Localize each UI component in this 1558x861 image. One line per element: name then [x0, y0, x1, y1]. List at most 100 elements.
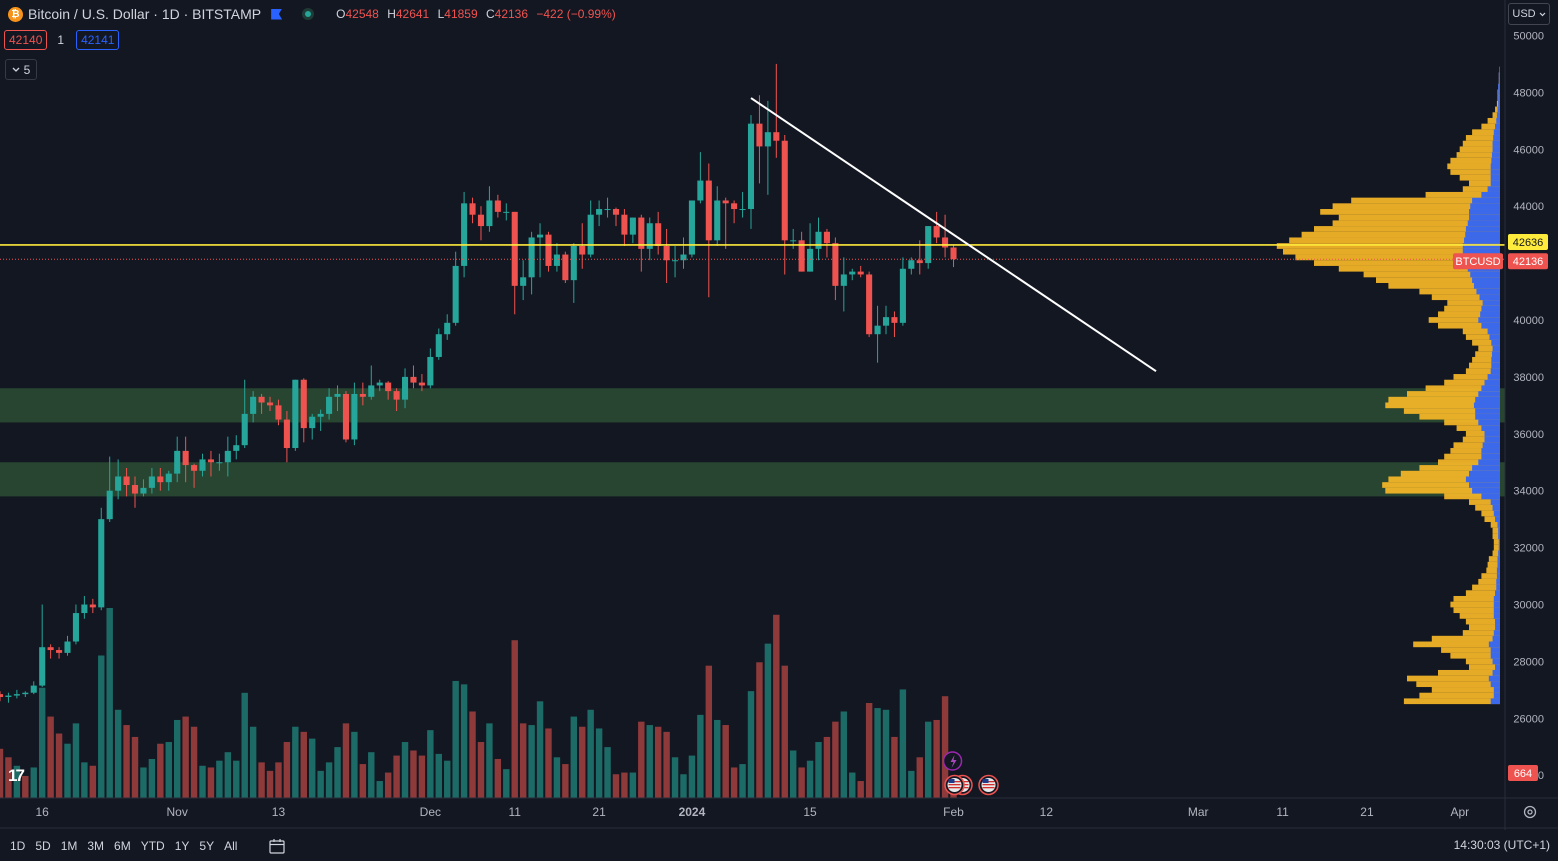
candle[interactable]: [807, 248, 814, 272]
candle[interactable]: [874, 325, 881, 335]
candle[interactable]: [503, 211, 510, 213]
candle[interactable]: [461, 203, 468, 266]
candle[interactable]: [72, 613, 79, 642]
event-lightning-icon[interactable]: [942, 751, 963, 771]
candle[interactable]: [950, 247, 957, 260]
range-ytd[interactable]: YTD: [140, 838, 165, 853]
candle[interactable]: [266, 402, 274, 406]
candle[interactable]: [148, 476, 155, 488]
candle[interactable]: [840, 274, 847, 286]
candle[interactable]: [174, 450, 181, 474]
candle[interactable]: [486, 200, 493, 227]
sell-button[interactable]: 42140: [4, 30, 48, 50]
clock[interactable]: 14:30:03 (UTC+1): [1453, 838, 1550, 852]
candle[interactable]: [410, 376, 417, 383]
indicators-toggle-button[interactable]: 5: [5, 59, 37, 80]
candle[interactable]: [882, 317, 890, 326]
range-6m[interactable]: 6M: [114, 838, 131, 853]
candle[interactable]: [207, 459, 214, 463]
candle[interactable]: [942, 237, 949, 248]
candle[interactable]: [908, 260, 915, 269]
candle[interactable]: [612, 209, 620, 215]
candle[interactable]: [722, 200, 729, 204]
range-5d[interactable]: 5D: [35, 838, 51, 853]
candle[interactable]: [629, 217, 636, 235]
candle[interactable]: [241, 413, 248, 446]
candle[interactable]: [528, 237, 535, 278]
candle[interactable]: [224, 450, 231, 463]
candle[interactable]: [22, 692, 29, 695]
range-all[interactable]: All: [224, 838, 238, 853]
event-us-flag-icon[interactable]: [944, 774, 965, 796]
candle[interactable]: [790, 240, 797, 242]
candle[interactable]: [376, 382, 383, 386]
symbol-title[interactable]: Bitcoin / U.S. Dollar · 1D · BITSTAMP: [28, 6, 262, 22]
candle[interactable]: [672, 260, 679, 262]
candle[interactable]: [182, 450, 189, 466]
candle[interactable]: [115, 476, 122, 491]
candle[interactable]: [317, 413, 324, 417]
range-1d[interactable]: 1D: [10, 838, 26, 853]
candle[interactable]: [933, 226, 940, 238]
flag-icon[interactable]: [271, 8, 283, 20]
candle[interactable]: [216, 462, 223, 464]
candle[interactable]: [191, 465, 198, 471]
candle[interactable]: [300, 379, 307, 429]
eye-icon[interactable]: [302, 8, 315, 20]
candle[interactable]: [604, 209, 611, 211]
candle[interactable]: [64, 641, 71, 653]
candle[interactable]: [773, 132, 780, 141]
candle[interactable]: [89, 604, 96, 608]
candle[interactable]: [832, 243, 839, 286]
candle[interactable]: [520, 277, 527, 286]
candle[interactable]: [469, 203, 476, 215]
candle[interactable]: [587, 214, 594, 255]
candle[interactable]: [13, 694, 20, 696]
range-1m[interactable]: 1M: [60, 838, 78, 853]
candle[interactable]: [199, 459, 206, 471]
candle[interactable]: [866, 274, 873, 335]
range-1y[interactable]: 1Y: [174, 838, 190, 853]
candle[interactable]: [646, 223, 653, 249]
trendline[interactable]: [750, 97, 1157, 373]
candle[interactable]: [537, 234, 544, 238]
candles[interactable]: [0, 63, 957, 703]
candle[interactable]: [444, 322, 451, 335]
candle[interactable]: [849, 271, 856, 275]
candle[interactable]: [756, 123, 763, 147]
candle[interactable]: [570, 246, 577, 281]
candle[interactable]: [688, 200, 695, 255]
candle[interactable]: [56, 650, 63, 653]
candle[interactable]: [714, 200, 721, 241]
gear-icon[interactable]: [1522, 804, 1538, 820]
candle[interactable]: [562, 254, 569, 281]
candle[interactable]: [781, 140, 788, 241]
candle[interactable]: [123, 476, 130, 486]
candle[interactable]: [680, 254, 687, 261]
candle[interactable]: [401, 376, 409, 400]
candle[interactable]: [747, 123, 755, 210]
candle[interactable]: [0, 694, 4, 697]
candle[interactable]: [899, 268, 906, 323]
candle[interactable]: [731, 203, 738, 210]
candle[interactable]: [334, 393, 341, 397]
quantity-field[interactable]: 1: [57, 33, 65, 47]
candle[interactable]: [157, 476, 164, 483]
event-markers[interactable]: [942, 751, 999, 796]
candle[interactable]: [545, 234, 552, 266]
buy-button[interactable]: 42141: [76, 30, 120, 50]
candle[interactable]: [258, 396, 265, 403]
candle[interactable]: [798, 240, 805, 272]
candle[interactable]: [326, 396, 333, 414]
candle[interactable]: [165, 473, 172, 483]
candle[interactable]: [435, 334, 442, 357]
candle[interactable]: [275, 405, 282, 420]
tradingview-logo[interactable]: 17: [8, 766, 25, 785]
candle[interactable]: [351, 393, 358, 440]
candle[interactable]: [857, 271, 864, 275]
candle[interactable]: [418, 382, 425, 386]
candle[interactable]: [309, 416, 316, 429]
candle[interactable]: [494, 200, 501, 212]
candle[interactable]: [47, 647, 54, 651]
currency-button[interactable]: USD: [1508, 3, 1550, 25]
